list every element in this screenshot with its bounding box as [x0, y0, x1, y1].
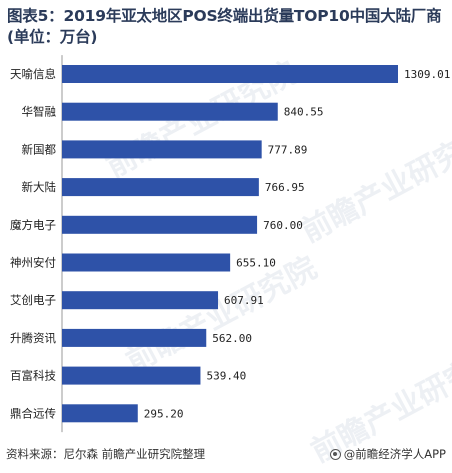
bar [62, 328, 207, 347]
bar [62, 102, 278, 121]
category-label: 华智融 [22, 105, 57, 119]
bar [62, 65, 398, 83]
bar [62, 140, 262, 159]
chart-title: 图表5：2019年亚太地区POS终端出货量TOP10中国大陆厂商(单位：万台) [7, 7, 442, 46]
bar [62, 404, 138, 423]
category-label: 天喻信息 [10, 67, 56, 81]
category-label: 魔方电子 [10, 218, 56, 232]
value-label: 295.20 [144, 407, 184, 420]
category-label: 鼎合远传 [10, 406, 56, 420]
bar [62, 253, 231, 272]
value-label: 777.89 [268, 143, 308, 156]
value-label: 766.95 [265, 181, 305, 194]
value-label: 539.40 [206, 370, 246, 383]
category-label: 升腾资讯 [10, 331, 56, 345]
value-label: 760.00 [263, 219, 303, 232]
brand-credit: @前瞻经济学人APP [329, 446, 446, 462]
category-label: 百富科技 [10, 369, 56, 383]
bar [62, 291, 219, 310]
value-label: 607.91 [224, 294, 264, 307]
category-label: 神州安付 [10, 256, 56, 270]
category-label: 新国都 [22, 142, 57, 156]
value-label: 1309.01 [404, 68, 450, 81]
brand-text: @前瞻经济学人APP [343, 447, 446, 461]
category-label: 艾创电子 [10, 293, 56, 307]
bar [62, 366, 201, 385]
bar [62, 178, 259, 197]
brand-logo-icon [329, 448, 341, 460]
category-label: 新大陆 [22, 180, 57, 194]
value-label: 840.55 [284, 106, 324, 119]
value-label: 562.00 [212, 332, 252, 345]
bar [62, 215, 258, 234]
source-note: 资料来源：尼尔森 前瞻产业研究院整理 [6, 447, 206, 461]
value-label: 655.10 [236, 257, 276, 270]
